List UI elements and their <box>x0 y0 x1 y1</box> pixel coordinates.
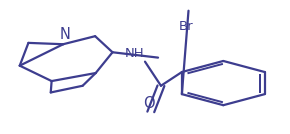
Text: Br: Br <box>178 20 193 33</box>
Text: O: O <box>144 96 155 111</box>
Text: N: N <box>59 27 70 42</box>
Text: NH: NH <box>125 47 145 60</box>
